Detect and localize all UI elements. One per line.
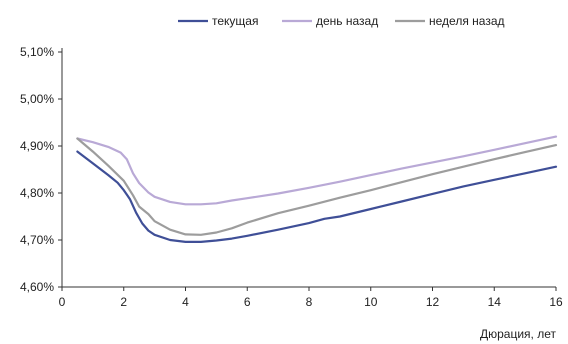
series-layer (76, 135, 558, 243)
series-line-2 (76, 135, 558, 206)
y-tick-label: 4,90% (20, 139, 54, 153)
y-ticks: 4,60% 4,70% 4,80% 4,90% 5,00% 5,10% (20, 45, 62, 294)
x-tick-label: 0 (59, 295, 66, 309)
x-tick-label: 2 (120, 295, 127, 309)
legend-label-1: текущая (212, 14, 258, 28)
y-tick-label: 5,00% (20, 92, 54, 106)
x-tick-label: 12 (426, 295, 440, 309)
y-tick-label: 4,60% (20, 280, 54, 294)
plot-area: 4,60% 4,70% 4,80% 4,90% 5,00% 5,10% 0 2 4 6 8 10 12… (20, 45, 563, 309)
x-tick-label: 14 (488, 295, 502, 309)
x-axis-title: Дюрация, лет (480, 327, 556, 341)
series-line-3 (76, 137, 558, 236)
y-tick-label: 5,10% (20, 45, 54, 59)
x-tick-label: 4 (182, 295, 189, 309)
series-line-1 (76, 150, 558, 243)
legend: текущая день назад неделя назад (178, 14, 505, 28)
x-tick-label: 10 (364, 295, 378, 309)
legend-label-2: день назад (316, 14, 378, 28)
y-tick-label: 4,80% (20, 186, 54, 200)
x-ticks: 0 2 4 6 8 10 12 14 16 (59, 287, 563, 309)
x-tick-label: 16 (549, 295, 563, 309)
x-tick-label: 6 (244, 295, 251, 309)
x-tick-label: 8 (306, 295, 313, 309)
y-tick-label: 4,70% (20, 233, 54, 247)
legend-label-3: неделя назад (429, 14, 505, 28)
